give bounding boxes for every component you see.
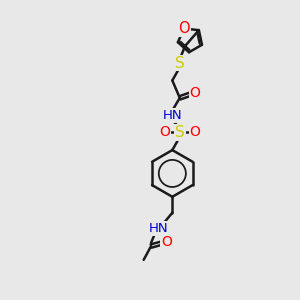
Text: O: O xyxy=(159,124,170,139)
Text: HN: HN xyxy=(163,109,182,122)
Text: S: S xyxy=(175,125,184,140)
Text: S: S xyxy=(175,56,184,70)
Text: O: O xyxy=(161,235,172,249)
Text: O: O xyxy=(178,21,190,36)
Text: HN: HN xyxy=(149,222,168,235)
Text: O: O xyxy=(190,124,200,139)
Text: O: O xyxy=(190,85,200,100)
